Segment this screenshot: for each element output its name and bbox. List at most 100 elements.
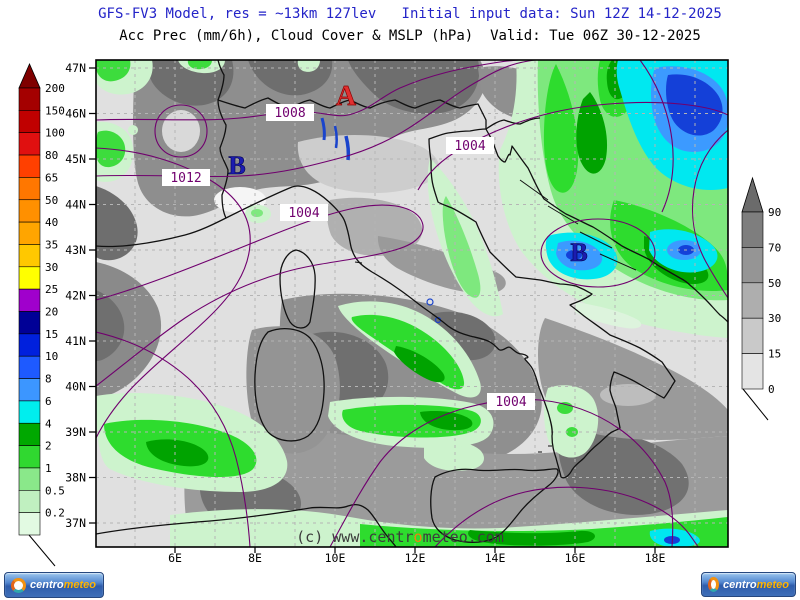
precip-scale-label: 0.2 [45, 507, 65, 520]
cloud-light-po-valley [297, 134, 440, 193]
pressure-center-high: A [336, 81, 357, 112]
border-north [217, 97, 487, 129]
precip-scale-segment [18, 154, 41, 178]
croatian-islands [519, 179, 637, 271]
precip-scale-segment [18, 333, 41, 357]
cloud-blob-dark [96, 290, 125, 361]
isobar-label-text: 1004 [495, 395, 526, 410]
cloud-scale-label: 30 [768, 312, 781, 325]
isobar-label-text: 1004 [288, 206, 319, 221]
isobar-label-text: 1012 [170, 171, 201, 186]
isobar-label: 1012 [162, 169, 210, 186]
precip-scale-segment [18, 445, 41, 469]
precip-scale-label: 30 [45, 261, 58, 274]
lat-tick-label: 47N [65, 61, 86, 75]
watermark-part3: meteo.com [423, 528, 504, 546]
coastline-corsica [279, 249, 316, 329]
lat-tick-label: 39N [65, 425, 86, 439]
precip-area-deep-blue [566, 250, 582, 260]
cloud-scale-label: 50 [768, 277, 781, 290]
border-alps [217, 60, 229, 219]
precip-scale-segment [18, 400, 41, 424]
lake-garda [344, 135, 351, 161]
precip-scale-segment [18, 355, 41, 379]
watermark-orange-o: o [414, 528, 423, 546]
precip-scale-label: 50 [45, 194, 58, 207]
pressure-center-low: B [570, 238, 587, 267]
lon-tick-label: 6E [168, 551, 182, 565]
isobar-line [691, 129, 728, 299]
lat-tick-label: 43N [65, 243, 86, 257]
precip-area-light [128, 125, 138, 135]
isobar-label-text: 1008 [274, 106, 305, 121]
isobar-1004-south [329, 398, 674, 547]
precip-scale-segment [18, 288, 41, 312]
centrometeo-ring-icon [708, 577, 719, 592]
precip-scale-label: 200 [45, 82, 65, 95]
logo-text-meteo: meteo [756, 578, 789, 591]
lat-tick-label: 37N [65, 516, 86, 530]
watermark-part1: (c) www.centr [296, 528, 413, 546]
precip-scale-segment [18, 266, 41, 290]
border-northeast [485, 117, 541, 130]
cloud-blob-dark [96, 186, 138, 261]
precip-scale-label: 20 [45, 306, 58, 319]
precip-scale-label: 0.5 [45, 484, 65, 497]
isobar-label-bg [280, 204, 328, 221]
model-title-line: GFS-FV3 Model, res = ~13km 127lev Initia… [98, 6, 722, 22]
lat-tick-label: 42N [65, 289, 86, 303]
lat-tick-label: 38N [65, 471, 86, 485]
precip-scale-label: 2 [45, 440, 52, 453]
isobar-label-bg [266, 104, 314, 121]
logo-text-centro: centro [30, 579, 64, 591]
cloud-scale-segment [741, 317, 764, 354]
precip-area-moderate [187, 60, 212, 70]
precip-scale-label: 25 [45, 283, 58, 296]
coastline-layer [96, 60, 728, 547]
isobar-1004-tongue [96, 204, 424, 387]
centrometeo-logo-right[interactable]: centrometeo [701, 572, 796, 597]
precip-scale-arrow [18, 63, 41, 89]
islands-aeolian [538, 445, 552, 453]
precip-scale-label: 150 [45, 104, 65, 117]
logo-text-meteo: meteo [63, 579, 97, 591]
precip-scale-segment [18, 199, 41, 223]
cloud-blob-dark [348, 60, 480, 114]
longitude-axis: 6E 8E 10E 12E 14E 16E 18E [168, 551, 665, 565]
isobar-label: 1004 [487, 393, 535, 410]
isobar-label-bg [487, 393, 535, 410]
watermark: (c) www.centrometeo.com [296, 528, 504, 546]
logo-text: centrometeo [723, 579, 789, 591]
precip-area-light [575, 302, 642, 329]
lon-tick-label: 18E [645, 551, 666, 565]
lat-tick-label: 44N [65, 198, 86, 212]
precip-scale-segment [18, 489, 41, 513]
axis-ticks [89, 67, 656, 553]
precip-scale-segment [18, 422, 41, 446]
precip-scale-segment [18, 512, 41, 536]
coastline-sicily [430, 468, 559, 543]
precip-area-intense [394, 346, 445, 383]
lake-trasimeno [426, 298, 434, 306]
isobar-label: 1004 [280, 204, 328, 221]
isobar-line [96, 331, 251, 547]
isobar-label-bg [446, 137, 494, 154]
logo-text: centrometeo [30, 579, 96, 591]
map-canvas: 1008 1004 1012 1004 1004 [96, 60, 728, 547]
centrometeo-logo-left[interactable]: centrometeo [4, 572, 104, 598]
cloud-colorbar: 90 70 50 30 15 0 [741, 176, 781, 421]
precip-scale-label: 10 [45, 350, 58, 363]
cloud-scale-arrow [741, 176, 764, 213]
cloud-light-patch [600, 384, 656, 406]
precip-scale-segment [18, 87, 41, 111]
cloud-scale-label: 15 [768, 348, 781, 361]
cloud-scale-segment [741, 211, 764, 248]
isobar-label-text: 1004 [454, 139, 485, 154]
cloud-scale-label: 0 [768, 383, 775, 396]
precip-area-intense [146, 439, 209, 467]
precip-area-moderate [251, 209, 263, 217]
cloud-clear-patch [162, 110, 200, 152]
island-elba [354, 261, 363, 264]
